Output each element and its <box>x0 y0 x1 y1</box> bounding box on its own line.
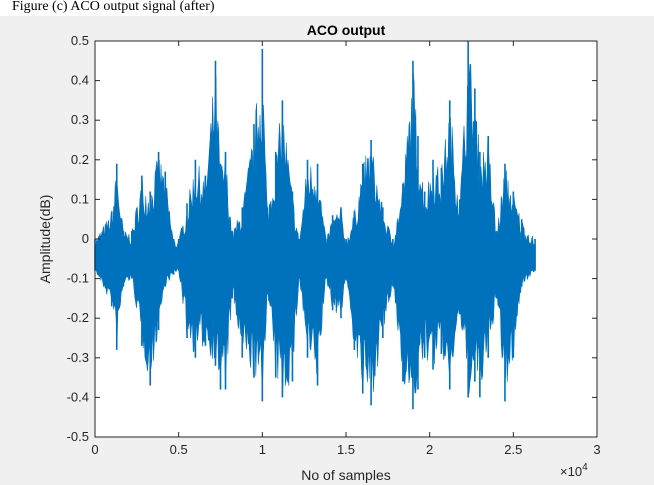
y-tick-label: 0.5 <box>71 33 89 48</box>
x-axis-multiplier: ×104 <box>560 462 588 479</box>
y-tick-label: -0.5 <box>67 429 89 444</box>
chart-title: ACO output <box>307 22 386 38</box>
x-tick-label: 1.5 <box>337 442 355 457</box>
y-tick-label: -0.2 <box>67 310 89 325</box>
y-tick-label: 0.1 <box>71 191 89 206</box>
y-axis-label: Amplitude(dB) <box>37 195 53 284</box>
x-axis-ticks: 0 0.5 1 1.5 2 2.5 3 <box>91 41 601 457</box>
y-tick-label: 0 <box>82 231 89 246</box>
y-tick-label: 0.3 <box>71 112 89 127</box>
x-axis-label: No of samples <box>301 467 390 483</box>
y-tick-label: -0.3 <box>67 350 89 365</box>
y-tick-label: 0.2 <box>71 152 89 167</box>
y-tick-label: -0.1 <box>67 271 89 286</box>
x-tick-label: 2 <box>426 442 433 457</box>
x-tick-label: 2.5 <box>504 442 522 457</box>
y-tick-label: 0.4 <box>71 73 89 88</box>
y-tick-label: -0.4 <box>67 389 89 404</box>
x-tick-label: 0 <box>91 442 98 457</box>
figure-caption: Figure (c) ACO output signal (after) <box>0 0 654 16</box>
y-axis-ticks: -0.5 -0.4 -0.3 -0.2 -0.1 0 0.1 0.2 0.3 0.4 0.5 <box>67 33 597 444</box>
waveform-group <box>94 41 536 410</box>
x-tick-label: 0.5 <box>170 442 188 457</box>
waveform-spikes <box>94 41 536 410</box>
x-tick-label: 1 <box>259 442 266 457</box>
x-tick-label: 3 <box>593 442 600 457</box>
